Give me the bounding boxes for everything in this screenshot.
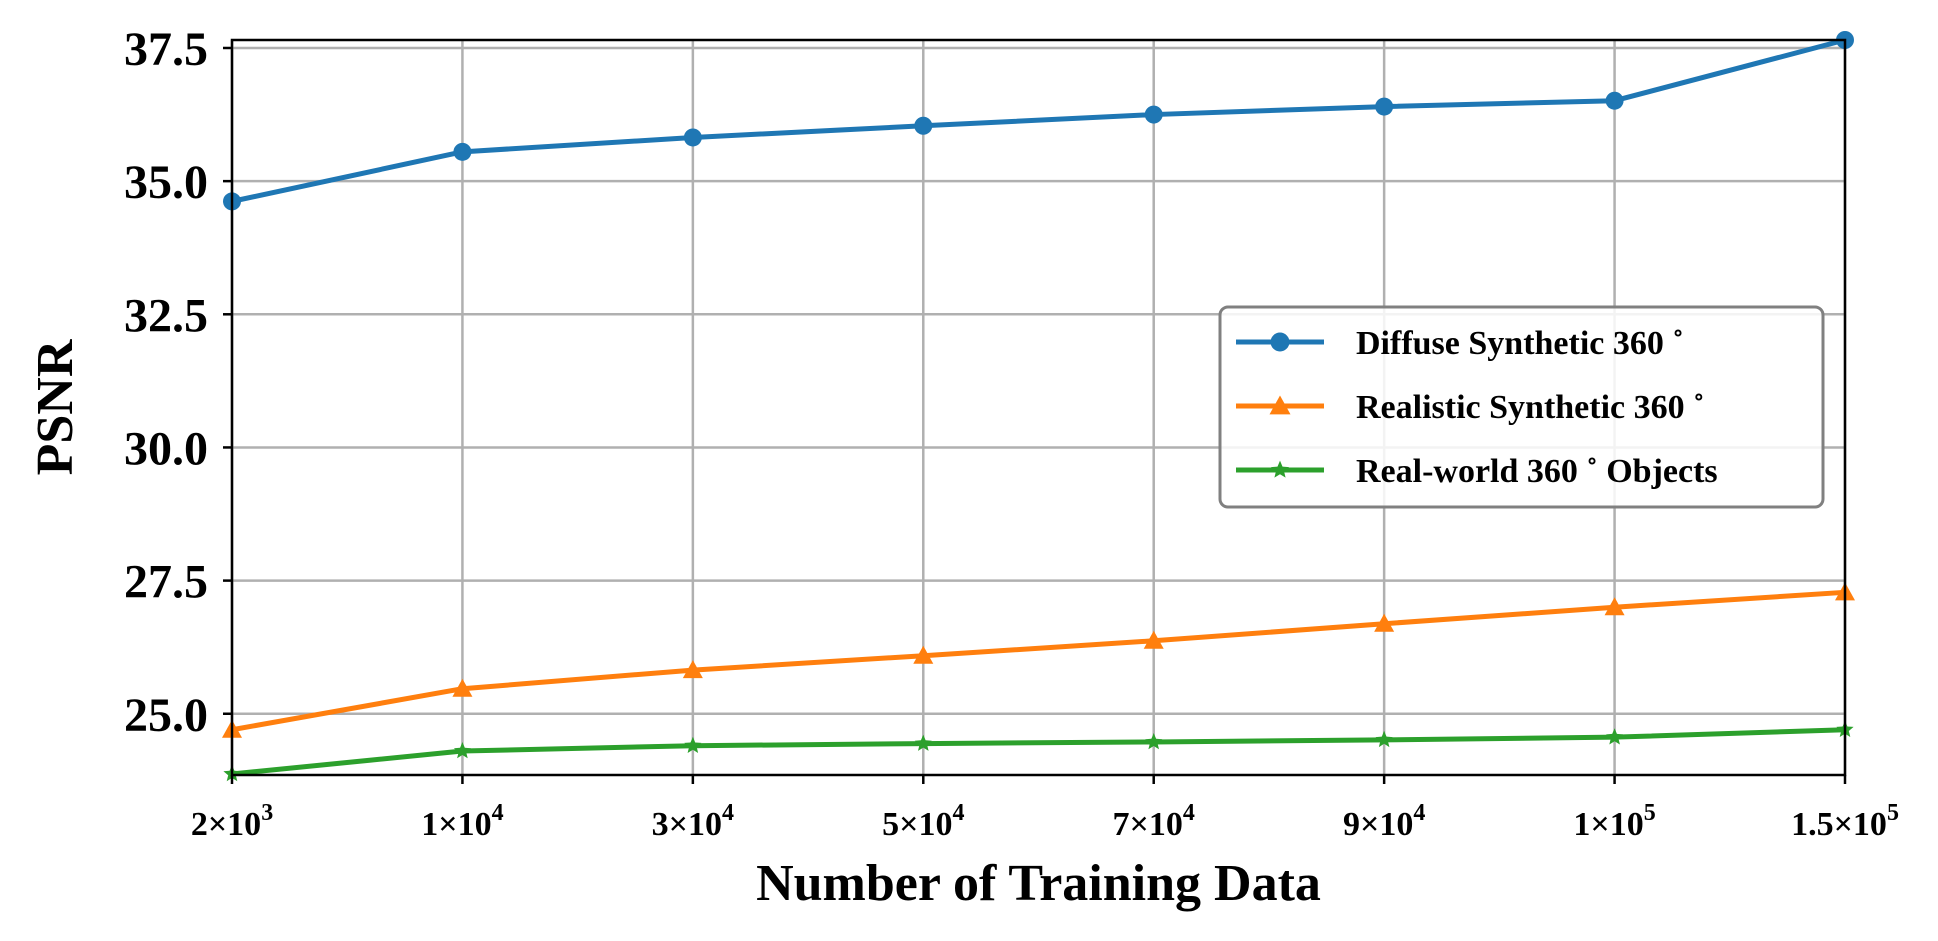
data-point xyxy=(1604,597,1625,616)
series-circle xyxy=(223,31,1854,211)
data-point xyxy=(1375,730,1393,748)
y-tick-label: 32.5 xyxy=(124,289,208,342)
data-point xyxy=(913,645,934,664)
data-point xyxy=(1269,395,1291,415)
legend-item: Diffuse Synthetic 360 ˚ xyxy=(1236,325,1684,362)
y-tick-label: 30.0 xyxy=(124,422,208,475)
y-tick-label: 37.5 xyxy=(124,23,208,76)
series-lines xyxy=(222,31,1855,782)
y-tick-label: 35.0 xyxy=(124,156,208,209)
data-point xyxy=(1606,728,1624,745)
plot-frame xyxy=(230,38,1847,777)
x-tick-label: 1.5×105 xyxy=(1791,800,1899,843)
data-point xyxy=(1145,733,1163,750)
data-point xyxy=(682,660,703,679)
x-tick-label: 5×104 xyxy=(882,800,964,843)
y-tick-label: 27.5 xyxy=(124,556,208,609)
y-axis-label: PSNR xyxy=(27,338,84,475)
data-point xyxy=(1375,97,1394,116)
x-tick-labels: 2×103 1×104 3×104 5×104 7×104 9×104 1×105 1.5×1… xyxy=(191,775,1899,843)
data-point xyxy=(453,142,472,161)
legend-item: Real-world 360 ˚ Objects xyxy=(1236,453,1718,490)
data-point xyxy=(684,736,702,753)
data-point xyxy=(1271,460,1289,478)
legend: Diffuse Synthetic 360 ˚ Realistic Synthet… xyxy=(1218,305,1825,509)
x-tick-label: 7×104 xyxy=(1113,800,1195,843)
x-tick-label: 1×105 xyxy=(1573,800,1655,843)
legend-box xyxy=(1218,305,1825,509)
data-point xyxy=(914,116,933,135)
data-point xyxy=(914,734,932,751)
x-axis-label: Number of Training Data xyxy=(756,855,1321,912)
series-line xyxy=(231,589,1846,733)
data-point xyxy=(1605,91,1624,110)
x-tick-label: 2×103 xyxy=(191,800,273,843)
y-tick-labels: 25.0 27.5 30.0 32.5 35.0 37.5 xyxy=(124,23,232,742)
x-tick-label: 3×104 xyxy=(652,800,734,843)
data-point xyxy=(1270,332,1290,352)
legend-label: Real-world 360 ˚ Objects xyxy=(1356,453,1718,490)
x-tick-label: 1×104 xyxy=(421,800,503,843)
legend-item: Realistic Synthetic 360 ˚ xyxy=(1236,389,1704,426)
series-line xyxy=(231,727,1846,777)
legend-label: Realistic Synthetic 360 ˚ xyxy=(1356,389,1704,426)
data-point xyxy=(1374,613,1395,632)
data-point xyxy=(453,742,471,759)
data-point xyxy=(1144,105,1163,124)
series-star xyxy=(223,720,1854,782)
series-line xyxy=(231,37,1846,204)
data-point xyxy=(452,678,473,697)
data-point xyxy=(683,128,702,147)
y-tick-label: 25.0 xyxy=(124,689,208,742)
x-tick-label: 9×104 xyxy=(1343,800,1425,843)
data-point xyxy=(1143,630,1164,649)
legend-label: Diffuse Synthetic 360 ˚ xyxy=(1356,325,1684,362)
